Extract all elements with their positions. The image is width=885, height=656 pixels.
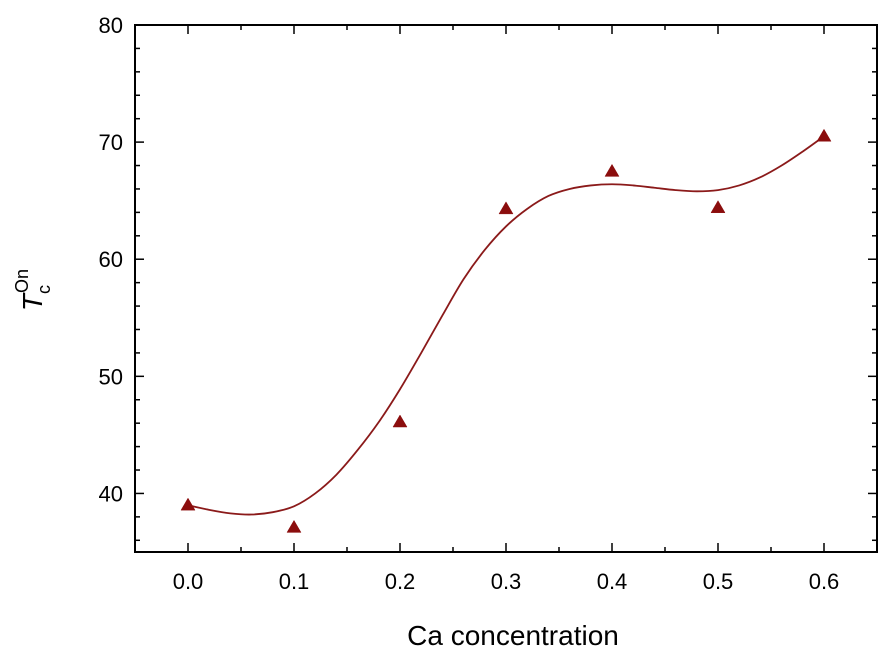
y-tick-label: 60 xyxy=(99,247,123,272)
fit-curve xyxy=(187,135,825,516)
x-tick-label: 0.4 xyxy=(597,569,628,594)
data-point xyxy=(286,519,302,533)
x-tick-label: 0.3 xyxy=(491,569,522,594)
y-axis-title-sub: c xyxy=(34,285,54,294)
y-axis-title-main: T xyxy=(17,292,48,311)
data-point xyxy=(392,414,408,428)
x-tick-label: 0.6 xyxy=(809,569,840,594)
data-point xyxy=(604,163,620,177)
y-tick-label: 80 xyxy=(99,13,123,38)
data-point xyxy=(710,200,726,213)
plot-frame xyxy=(134,24,878,553)
y-tick-label: 40 xyxy=(99,481,123,506)
x-axis-title: Ca concentration xyxy=(407,620,619,651)
data-point xyxy=(816,128,832,142)
x-tick-label: 0.1 xyxy=(279,569,310,594)
data-points xyxy=(180,128,832,533)
y-axis-tick-labels: 40 50 60 70 80 xyxy=(99,13,123,506)
x-tick-label: 0.2 xyxy=(385,569,416,594)
x-tick-label: 0.5 xyxy=(703,569,734,594)
x-axis-ticks xyxy=(134,25,878,552)
y-tick-label: 70 xyxy=(99,130,123,155)
y-axis-title-sup: On xyxy=(12,269,32,293)
x-tick-label: 0.0 xyxy=(173,569,204,594)
x-axis-tick-labels: 0.0 0.1 0.2 0.3 0.4 0.5 0.6 xyxy=(173,569,840,594)
data-point xyxy=(180,497,196,511)
fit-curve-group xyxy=(187,135,825,516)
y-axis-ticks xyxy=(135,24,877,542)
y-tick-label: 50 xyxy=(99,364,123,389)
plot-area-border xyxy=(134,24,878,553)
data-point xyxy=(498,201,514,215)
y-axis-title: TcOn xyxy=(12,269,54,311)
